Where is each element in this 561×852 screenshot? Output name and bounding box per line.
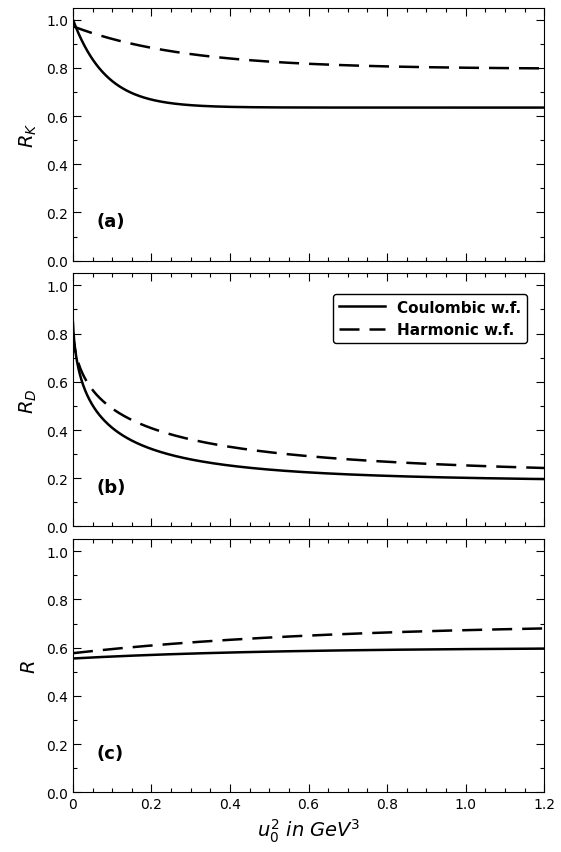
Y-axis label: $R_K$: $R_K$ — [18, 123, 39, 147]
X-axis label: $u_0^2$ in GeV$^3$: $u_0^2$ in GeV$^3$ — [257, 817, 360, 844]
Text: (c): (c) — [96, 744, 123, 762]
Text: (b): (b) — [96, 479, 126, 497]
Legend: Coulombic w.f., Harmonic w.f.: Coulombic w.f., Harmonic w.f. — [333, 294, 527, 344]
Y-axis label: $R_D$: $R_D$ — [18, 388, 39, 413]
Text: (a): (a) — [96, 213, 125, 231]
Y-axis label: $R$: $R$ — [20, 659, 39, 673]
